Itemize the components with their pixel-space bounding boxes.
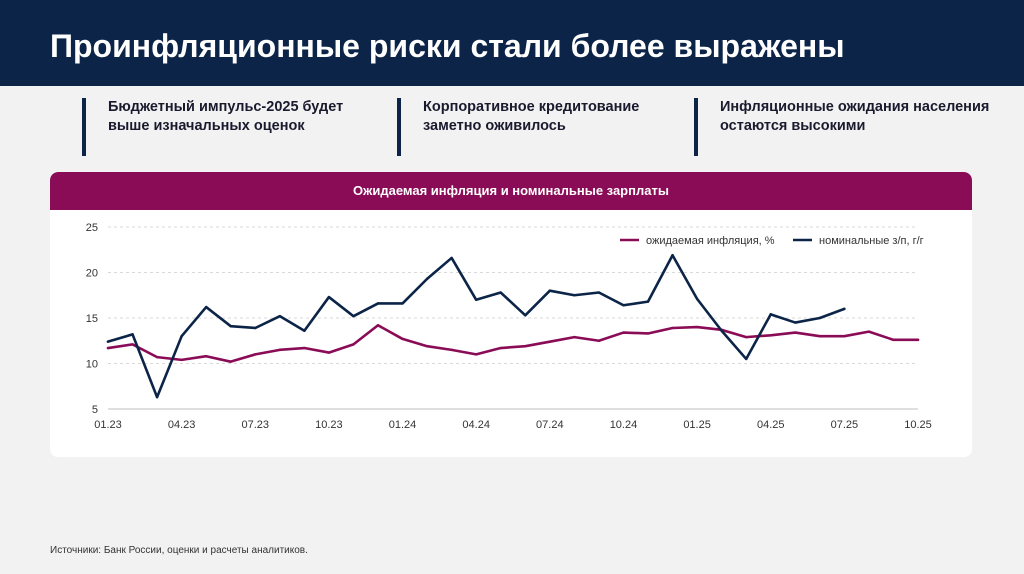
y-tick-label: 10 <box>86 359 98 371</box>
data-point <box>180 358 183 362</box>
x-tick-label: 01.24 <box>389 419 417 431</box>
data-point <box>818 316 822 320</box>
data-point <box>425 345 429 348</box>
data-point <box>254 353 257 356</box>
key-point-budget: Бюджетный импульс-2025 будет выше изнача… <box>82 98 382 156</box>
data-point <box>401 302 404 305</box>
data-point <box>548 340 552 343</box>
key-point-credit: Корпоративное кредитование заметно оживи… <box>397 98 687 156</box>
data-point <box>646 332 650 335</box>
data-point <box>352 343 355 346</box>
x-tick-label: 01.23 <box>94 419 122 431</box>
data-point <box>695 325 699 329</box>
x-tick-label: 10.25 <box>904 419 932 431</box>
data-point <box>106 346 110 350</box>
data-point <box>352 314 355 318</box>
line-chart: 5 10 15 20 25 01.23 04.23 07.23 10.23 01.24 04.24 0… <box>86 222 932 431</box>
data-point <box>278 348 282 352</box>
data-point <box>744 357 748 361</box>
x-tick-label: 07.23 <box>242 419 270 431</box>
y-tick-label: 15 <box>86 313 98 325</box>
data-point <box>524 314 527 317</box>
data-point <box>303 346 306 350</box>
data-point <box>229 360 232 363</box>
x-tick-label: 04.24 <box>462 419 490 431</box>
x-tick-label: 10.23 <box>315 419 343 431</box>
data-point <box>843 335 846 338</box>
source-note: Источники: Банк России, оценки и расчеты… <box>50 545 308 556</box>
data-point <box>769 313 772 316</box>
data-point <box>474 353 478 356</box>
y-tick-label: 5 <box>92 404 98 416</box>
data-point <box>916 338 920 342</box>
x-tick-label: 04.23 <box>168 419 196 431</box>
data-point <box>425 277 429 281</box>
data-point <box>671 326 674 330</box>
data-point <box>744 335 748 339</box>
data-point <box>303 329 306 332</box>
data-point <box>155 395 159 399</box>
x-tick-label: 07.25 <box>831 419 859 431</box>
data-point <box>597 339 601 342</box>
series-line-2 <box>106 253 846 399</box>
data-point <box>327 295 331 299</box>
data-point <box>573 294 576 297</box>
data-point <box>450 256 453 260</box>
data-point <box>597 291 601 294</box>
chart-panel: 5 10 15 20 25 01.23 04.23 07.23 10.23 01.24 04.24 0… <box>50 172 972 457</box>
data-point <box>499 346 502 350</box>
data-point <box>695 297 699 301</box>
data-point <box>401 337 404 341</box>
y-tick-label: 25 <box>86 222 98 234</box>
key-point-expectations: Инфляционные ожидания населения остаются… <box>694 98 994 156</box>
data-point <box>131 343 134 346</box>
data-point <box>204 355 208 358</box>
data-point <box>548 289 552 292</box>
header-bar: Проинфляционные риски стали более выраже… <box>0 0 1024 86</box>
series-line-1 <box>106 323 920 363</box>
x-tick-label: 07.24 <box>536 419 564 431</box>
data-point <box>622 331 625 334</box>
data-point <box>499 291 502 294</box>
data-point <box>229 324 232 328</box>
data-point <box>327 351 331 354</box>
x-tick-label: 04.25 <box>757 419 785 431</box>
data-point <box>671 254 674 257</box>
data-point <box>180 335 183 338</box>
data-point <box>646 300 650 303</box>
data-point <box>450 348 453 352</box>
data-point <box>204 305 208 309</box>
y-tick-label: 20 <box>86 268 98 280</box>
data-point <box>254 326 257 330</box>
data-point <box>155 355 159 359</box>
data-point <box>573 335 576 339</box>
x-tick-label: 01.25 <box>683 419 711 431</box>
data-point <box>622 304 625 307</box>
data-point <box>794 331 797 334</box>
data-point <box>278 314 282 318</box>
x-tick-label: 10.24 <box>610 419 638 431</box>
legend-label-2: номинальные з/п, г/г <box>819 235 924 247</box>
data-point <box>131 333 134 336</box>
data-point <box>843 307 846 311</box>
data-point <box>720 329 723 332</box>
data-point <box>818 335 822 338</box>
data-point <box>376 324 380 327</box>
data-point <box>769 334 772 337</box>
chart-title-bar: Ожидаемая инфляция и номинальные зарплат… <box>50 172 972 210</box>
data-point <box>867 330 871 333</box>
data-point <box>524 345 527 348</box>
data-point <box>794 321 797 324</box>
data-point <box>376 302 380 305</box>
data-point <box>474 298 478 301</box>
legend-label-1: ожидаемая инфляция, % <box>646 235 775 247</box>
data-point <box>106 340 110 343</box>
page-title: Проинфляционные риски стали более выраже… <box>50 28 845 64</box>
data-point <box>892 338 895 342</box>
